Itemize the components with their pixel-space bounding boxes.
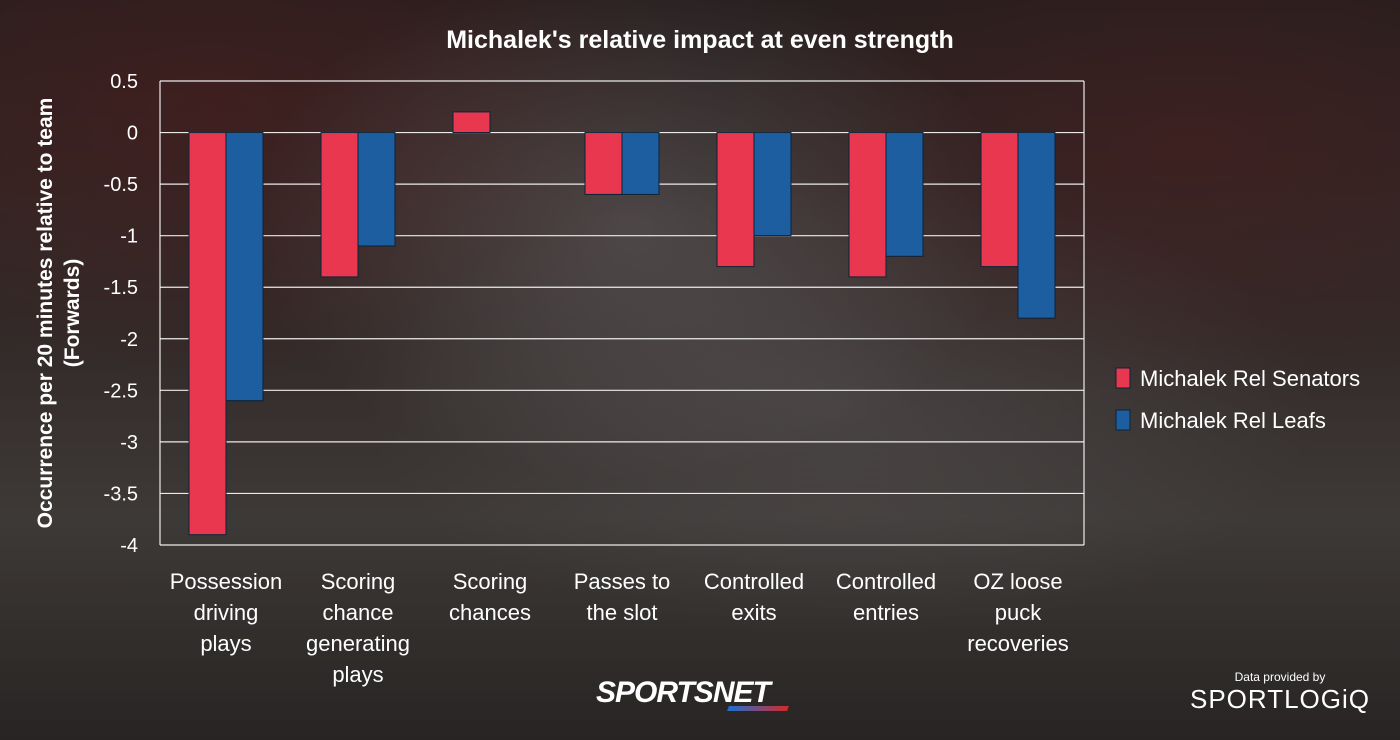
sportlogiq-logo: SPORTLOGiQ xyxy=(1189,684,1370,714)
x-category-label: Possession driving plays xyxy=(170,569,283,656)
y-tick-label: 0 xyxy=(127,123,138,145)
x-category-label: OZ loose puck recoveries xyxy=(967,569,1068,656)
y-tick-label: -4 xyxy=(120,535,138,557)
y-tick-label: -3 xyxy=(120,432,138,454)
y-axis-title-line: Occurrence per 20 minutes relative to te… xyxy=(34,98,57,529)
y-axis-ticks: 0.5 0 -0.5 -1 -1.5 -2 -2.5 -3 -3.5 -4 xyxy=(104,71,138,557)
x-category-label-line: puck xyxy=(995,600,1042,625)
y-tick-label: -1 xyxy=(120,226,138,248)
bar xyxy=(584,132,623,195)
bars xyxy=(188,111,1056,536)
data-provider: Data provided by SPORTLOGiQ xyxy=(1190,670,1370,715)
sportsnet-logo-stripe xyxy=(727,706,789,711)
y-axis-title-line: (Forwards) xyxy=(61,259,84,368)
x-category-label: Controlled exits xyxy=(704,569,804,625)
x-category-label-line: Scoring xyxy=(321,569,396,594)
legend-label: Michalek Rel Senators xyxy=(1140,366,1360,391)
legend: Michalek Rel Senators Michalek Rel Leafs xyxy=(1115,366,1360,433)
x-category-label-line: chance xyxy=(323,600,394,625)
x-category-label-line: driving xyxy=(194,600,259,625)
x-category-label-line: Passes to xyxy=(574,569,671,594)
x-category-label: Scoring chance generating plays xyxy=(306,569,410,687)
chart-title: Michalek's relative impact at even stren… xyxy=(446,26,954,54)
x-category-label-line: entries xyxy=(853,600,919,625)
x-category-label: Scoring chances xyxy=(449,569,531,625)
x-category-label-line: Possession xyxy=(170,569,283,594)
bar xyxy=(621,132,660,195)
x-category-label-line: Controlled xyxy=(704,569,804,594)
bar xyxy=(225,132,264,402)
y-axis-label: Occurrence per 20 minutes relative to te… xyxy=(34,98,84,529)
gridlines xyxy=(159,80,1085,546)
bar xyxy=(320,132,359,278)
y-tick-label: -1.5 xyxy=(104,277,138,299)
x-category-label: Passes to the slot xyxy=(574,569,671,625)
x-category-label: Controlled entries xyxy=(836,569,936,625)
bar xyxy=(357,132,396,247)
bar xyxy=(716,132,755,268)
y-tick-label: -2.5 xyxy=(104,380,138,402)
bar xyxy=(1017,132,1056,319)
bar xyxy=(188,132,227,536)
bar xyxy=(452,111,491,134)
x-category-label-line: plays xyxy=(332,662,383,687)
sportsnet-logo: SPORTSNET xyxy=(596,676,771,709)
x-category-label-line: OZ loose xyxy=(973,569,1062,594)
x-category-label-line: exits xyxy=(731,600,776,625)
bar xyxy=(980,132,1019,268)
x-category-label-line: Controlled xyxy=(836,569,936,594)
bar xyxy=(885,132,924,257)
y-tick-label: -0.5 xyxy=(104,174,138,196)
y-axis-title: Occurrence per 20 minutes relative to te… xyxy=(34,98,84,529)
x-category-label-line: Scoring xyxy=(453,569,528,594)
legend-swatch xyxy=(1115,409,1131,431)
x-category-label-line: recoveries xyxy=(967,631,1068,656)
x-category-label-line: generating xyxy=(306,631,410,656)
bar xyxy=(753,132,792,237)
bar xyxy=(848,132,887,278)
x-category-label-line: chances xyxy=(449,600,531,625)
x-category-label-line: plays xyxy=(200,631,251,656)
y-tick-label: -2 xyxy=(120,329,138,351)
provider-note: Data provided by xyxy=(1234,670,1326,684)
legend-swatch xyxy=(1115,367,1131,389)
legend-label: Michalek Rel Leafs xyxy=(1140,408,1326,433)
x-category-label-line: the slot xyxy=(587,600,658,625)
y-tick-label: -3.5 xyxy=(104,483,138,505)
x-axis-categories: Possession driving plays Scoring chance gener… xyxy=(170,569,1069,687)
y-tick-label: 0.5 xyxy=(110,71,138,93)
